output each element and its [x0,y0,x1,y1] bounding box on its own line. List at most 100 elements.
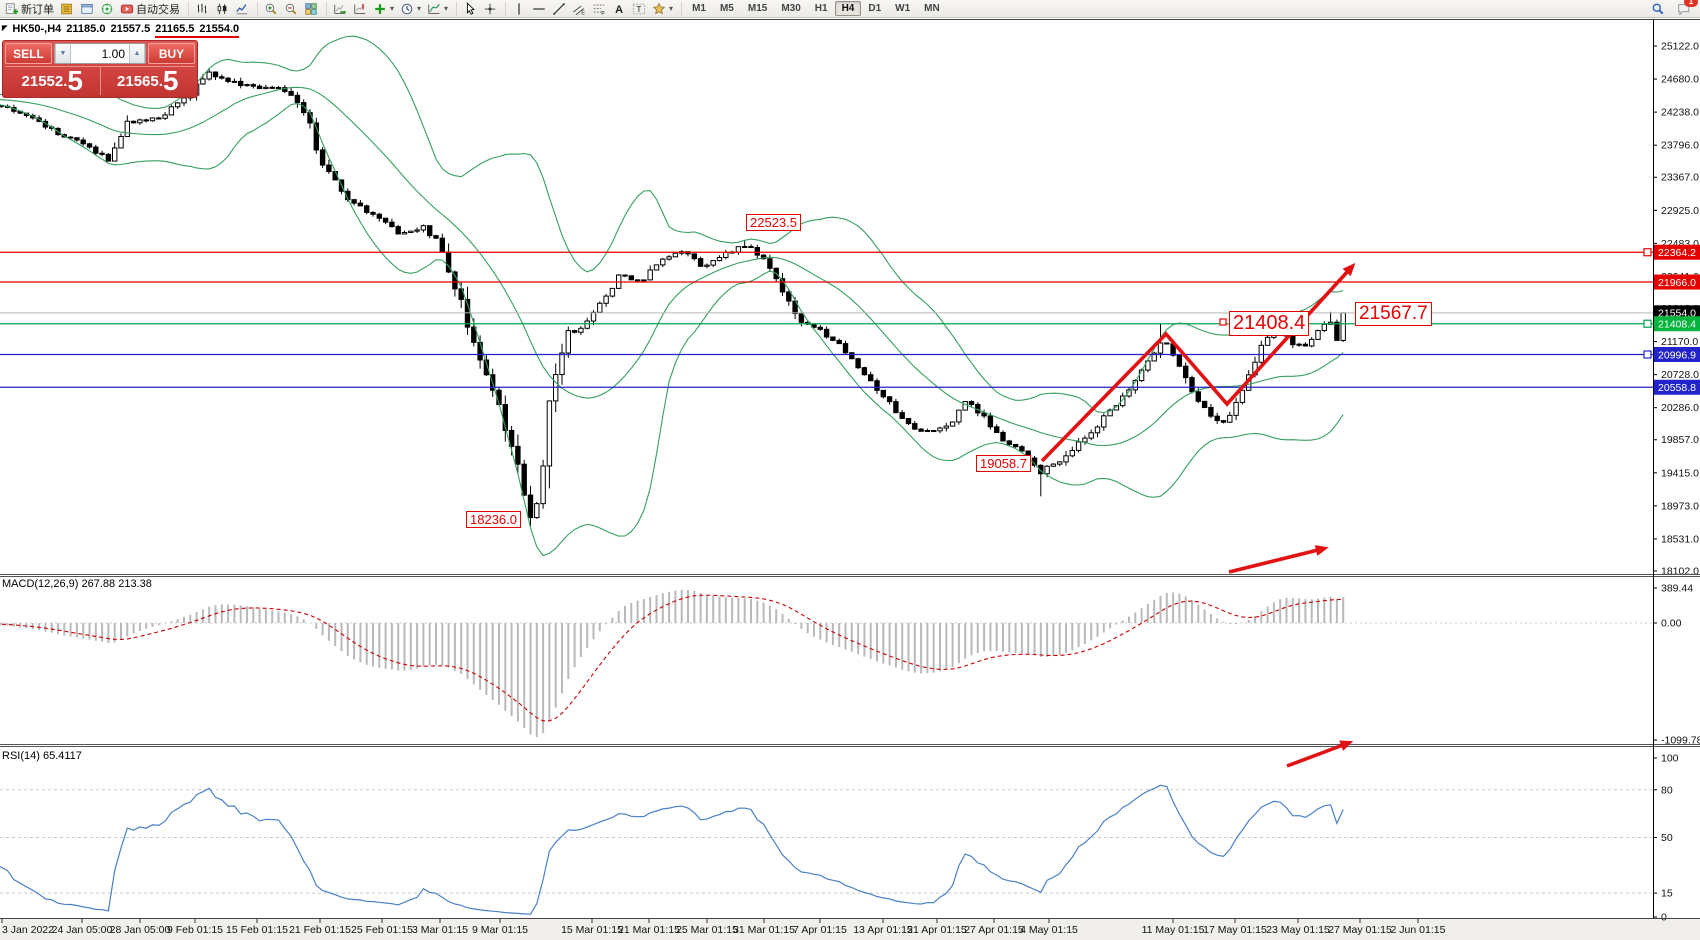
zoomout-icon [285,3,297,14]
timeframe-m30-button[interactable]: M30 [781,3,801,14]
fibonacci-button[interactable]: F [589,0,609,18]
chart-shift-button[interactable] [350,0,370,18]
zoom-out-button[interactable] [281,0,301,18]
arrows-button-dropdown-icon[interactable]: ▾ [669,4,674,13]
time-axis-label: 17 May 01:15 [1203,924,1267,936]
price-tick-label: 25122.0 [1661,41,1699,53]
new-order-button-label: 新订单 [21,3,54,16]
timeframe-h1-button[interactable]: H1 [814,3,828,14]
indicators-button-dropdown-icon[interactable]: ▾ [390,4,395,13]
volume-up-button[interactable]: ▲ [129,44,145,63]
buy-button[interactable]: BUY [148,43,195,64]
timeframe-h4-button[interactable]: H4 [834,1,862,16]
time-axis-label: 24 Jan 05:00 [52,924,113,936]
price-axis: 25122.0 24680.0 24238.0 23796.0 23367.0 22925… [1653,41,1700,924]
timeframe-d1-button[interactable]: D1 [868,3,882,14]
svg-text:F: F [601,11,605,16]
rsi-axis-label: 0 [1661,912,1667,924]
candlestick-chart-button[interactable] [212,0,232,18]
price-annotation-21567.7[interactable]: 21567.7 [1355,302,1432,326]
time-axis-label: 13 Apr 01:15 [853,924,913,936]
price-tick-label: 23796.0 [1661,140,1699,152]
volume-input[interactable]: 1.00 [71,44,129,63]
indicators-button[interactable]: ▾ [370,0,397,18]
timeframe-m1-button[interactable]: M1 [692,3,706,14]
arrows-button[interactable]: ▾ [649,0,676,18]
time-axis-label: 3 Mar 01:15 [412,924,468,936]
cursor-button[interactable] [460,0,480,18]
auto-trading-button[interactable]: 自动交易 [117,0,183,18]
horizontal-line-button[interactable] [529,0,549,18]
macd-axis-label: 0.00 [1661,618,1682,630]
time-axis-label: 27 May 01:15 [1328,924,1392,936]
sell-price-display[interactable]: 21552. 5 [5,67,101,95]
time-axis-label: 2 Jun 01:15 [1391,924,1446,936]
sell-button[interactable]: SELL [5,43,52,64]
price-tag-label: 20996.9 [1658,349,1696,361]
price-tick-label: 24238.0 [1661,107,1699,119]
bollinger-middle-band[interactable] [0,86,1344,447]
templates-button-dropdown-icon[interactable]: ▾ [444,4,449,13]
chat-button[interactable]: 1 [1674,0,1698,18]
crosshair-button[interactable] [480,0,500,18]
text-button[interactable]: A [609,0,629,18]
line-handle[interactable] [1643,350,1652,359]
bollinger-upper-band[interactable] [0,35,1344,414]
tile-windows-button[interactable] [301,0,321,18]
time-axis-label: 9 Feb 01:15 [167,924,223,936]
price-tag [1654,274,1700,290]
collapse-arrow-icon[interactable]: ◤ [2,25,8,32]
ohlc-high: 21557.5 [110,23,151,35]
addind-icon [375,3,385,14]
line-handle[interactable] [1643,319,1652,328]
bollinger-lower-band[interactable] [0,102,1344,557]
line-chart-button[interactable] [232,0,252,18]
periods-button-dropdown-icon[interactable]: ▾ [417,4,422,13]
textA-icon: A [615,3,623,15]
bar-chart-button[interactable] [192,0,212,18]
search-button[interactable] [1648,0,1668,18]
rsi-axis-label: 100 [1661,753,1679,765]
buy-price-big: 5 [162,65,179,96]
toolbar-separator [252,1,258,16]
new-order-button[interactable]: 新订单 [2,0,57,18]
hline-icon [533,7,545,10]
annotation-anchor-handle[interactable] [1219,318,1227,326]
trend-arrow-zigzag[interactable] [1040,269,1350,463]
auto-scroll-button[interactable] [330,0,350,18]
rsi-pane [0,784,1652,915]
price-annotation-22523.5[interactable]: 22523.5 [746,214,801,231]
price-tick-label: 18973.0 [1661,500,1699,512]
macd-arrow[interactable] [1228,548,1319,574]
rsi-arrow[interactable] [1286,743,1344,768]
navigator-icon [101,3,113,14]
buy-price-dot: . [158,73,163,90]
text-label-button[interactable]: T [629,0,649,18]
market-watch-button[interactable] [57,0,77,18]
price-annotation-18236.0[interactable]: 18236.0 [466,511,521,528]
timeframe-w1-button[interactable]: W1 [895,3,911,14]
data-window-button[interactable] [77,0,97,18]
price-annotation-19058.7[interactable]: 19058.7 [976,455,1031,472]
zoom-in-button[interactable] [261,0,281,18]
navigator-button[interactable] [97,0,117,18]
timeframe-mn-button[interactable]: MN [924,3,940,14]
auto-trading-button-label: 自动交易 [136,3,180,16]
price-annotation-21408.4[interactable]: 21408.4 [1229,311,1310,336]
equidistant-channel-button[interactable]: E [569,0,589,18]
vertical-line-button[interactable] [509,0,529,18]
timeframe-m5-button[interactable]: M5 [719,3,734,14]
timeframe-m15-button[interactable]: M15 [747,3,768,14]
trendline-button[interactable] [549,0,569,18]
volume-down-button[interactable]: ▼ [55,44,71,63]
periods-button[interactable]: ▾ [397,0,424,18]
macd-signal-line [0,594,1344,722]
buy-price-display[interactable]: 21565. 5 [101,67,196,95]
templates-button[interactable]: ▾ [424,0,451,18]
search-icon [1652,3,1664,14]
time-axis-label: 25 Mar 01:15 [676,924,738,936]
time-axis-label: 15 Mar 01:15 [561,924,623,936]
line-handle[interactable] [1643,248,1652,257]
